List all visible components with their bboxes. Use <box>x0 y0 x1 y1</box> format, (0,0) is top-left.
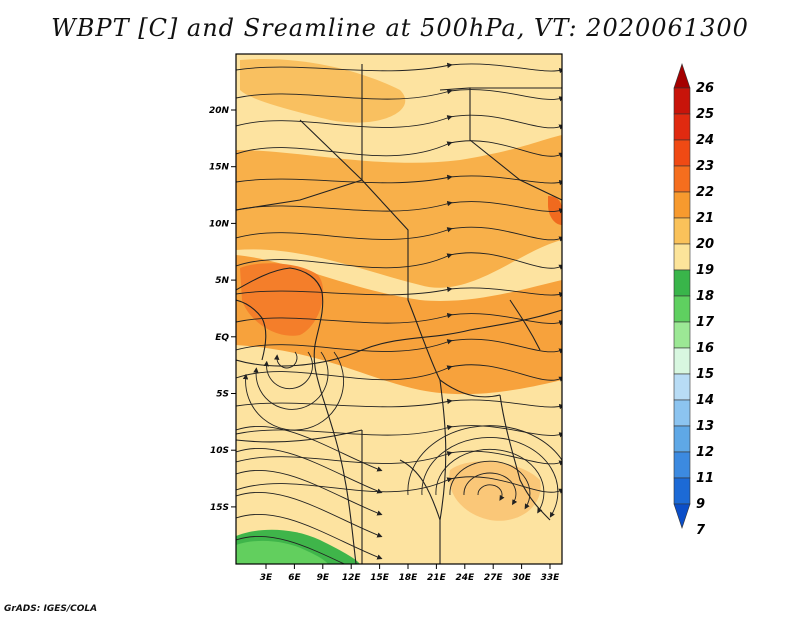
streamline <box>236 535 346 564</box>
lon-tick-label: 3E <box>260 573 273 583</box>
colorbar-label: 24 <box>696 133 714 148</box>
streamline <box>236 226 562 242</box>
colorbar-label: 26 <box>696 81 714 96</box>
colorbar-swatch <box>673 425 691 453</box>
streamline <box>274 351 298 369</box>
lon-tick-label: 24E <box>455 573 475 583</box>
streamline <box>477 484 505 501</box>
warm-patch-north <box>240 59 406 123</box>
colorbar-swatch <box>673 191 691 219</box>
streamlines <box>236 62 562 564</box>
streamline <box>236 338 562 354</box>
colorbar-label: 7 <box>696 523 706 538</box>
colorbar-swatch <box>673 269 691 297</box>
streamline <box>236 398 562 410</box>
colorbar-swatch <box>673 113 691 141</box>
colorbar-label: 13 <box>696 419 714 434</box>
warm-band-north <box>236 135 562 288</box>
streamline <box>236 425 383 472</box>
colorbar-min-arrow <box>673 503 691 529</box>
streamline <box>421 437 559 518</box>
streamline <box>236 200 562 214</box>
colorbar-swatch <box>673 373 691 401</box>
lat-tick-label: 5S <box>216 390 229 400</box>
map-frame <box>235 53 563 565</box>
streamline <box>236 312 562 326</box>
colorbar-swatch <box>673 451 691 479</box>
colorbar-label: 19 <box>696 263 714 278</box>
lon-tick-label: 9E <box>317 573 330 583</box>
colorbar-swatch <box>673 139 691 167</box>
colorbar-max-arrow <box>673 63 691 89</box>
streamline <box>463 472 518 506</box>
streamline <box>236 513 383 560</box>
colorbar-label: 12 <box>696 445 714 460</box>
lat-tick-labels: 20N 15N 10N 5N EQ 5S 10S 15S <box>209 106 236 513</box>
lat-tick-label: 20N <box>209 106 230 116</box>
colorbar-label: 15 <box>696 367 714 382</box>
streamline <box>236 491 383 538</box>
lon-tick-label: 33E <box>541 573 561 583</box>
colorbar-swatch <box>673 399 691 427</box>
borders <box>236 64 562 564</box>
streamline <box>236 114 562 130</box>
colorbar-label: 25 <box>696 107 714 122</box>
colorbar-swatch <box>673 165 691 193</box>
lat-tick-label: 15S <box>210 503 229 513</box>
lon-tick-labels: 3E 6E 9E 12E 15E 18E 21E 24E 27E 30E 33E <box>260 564 560 583</box>
cool-region-inner <box>236 540 328 564</box>
colorbar-label: 14 <box>696 393 714 408</box>
streamline <box>236 447 383 494</box>
streamline <box>236 286 562 298</box>
streamline <box>449 460 531 510</box>
colorbar-swatch <box>673 295 691 323</box>
lon-tick-label: 12E <box>342 573 362 583</box>
streamline <box>236 62 562 74</box>
colorbar-label: 22 <box>696 185 714 200</box>
lat-tick-label: 10N <box>209 219 230 229</box>
streamline <box>435 448 545 514</box>
colorbar-swatch <box>673 217 691 245</box>
lon-tick-label: 30E <box>512 573 532 583</box>
streamline <box>236 88 562 102</box>
colorbar-label: 21 <box>696 211 714 226</box>
credit-text: GrADS: IGES/COLA <box>4 604 98 614</box>
colorbar-label: 17 <box>696 315 715 330</box>
colorbar-swatch <box>673 87 691 115</box>
lat-tick-label: 15N <box>209 163 230 173</box>
streamline <box>242 351 344 431</box>
lon-tick-label: 6E <box>288 573 301 583</box>
streamline <box>236 252 562 270</box>
hot-core-west <box>240 263 324 336</box>
lon-tick-label: 18E <box>399 573 419 583</box>
colorbar-swatch <box>673 321 691 349</box>
colorbar-label: 20 <box>696 237 714 252</box>
colorbar: 26 25 24 23 22 21 20 19 18 17 16 15 14 13 12 11 9 7 <box>673 63 715 538</box>
streamline <box>263 351 313 390</box>
colorbar-label: 11 <box>696 471 714 486</box>
lon-tick-label: 15E <box>370 573 390 583</box>
map-panel <box>236 54 562 564</box>
lat-tick-label: EQ <box>215 333 229 343</box>
lon-tick-label: 27E <box>484 573 504 583</box>
streamline <box>236 174 562 186</box>
colorbar-label: 18 <box>696 289 714 304</box>
lat-tick-label: 5N <box>215 276 229 286</box>
streamline <box>236 140 562 158</box>
colorbar-swatch <box>673 347 691 375</box>
streamline <box>253 351 329 410</box>
colorbar-label: 16 <box>696 341 714 356</box>
colorbar-label: 23 <box>696 159 714 174</box>
lat-tick-label: 10S <box>210 446 229 456</box>
colorbar-swatch <box>673 243 691 271</box>
streamline <box>236 469 383 516</box>
colorbar-swatch <box>673 477 691 505</box>
lon-tick-label: 21E <box>427 573 447 583</box>
map-title: WBPT [C] and Sreamline at 500hPa, VT: 20… <box>51 14 749 42</box>
streamline <box>407 425 562 496</box>
colorbar-label: 9 <box>696 497 705 512</box>
streamline <box>236 364 562 382</box>
